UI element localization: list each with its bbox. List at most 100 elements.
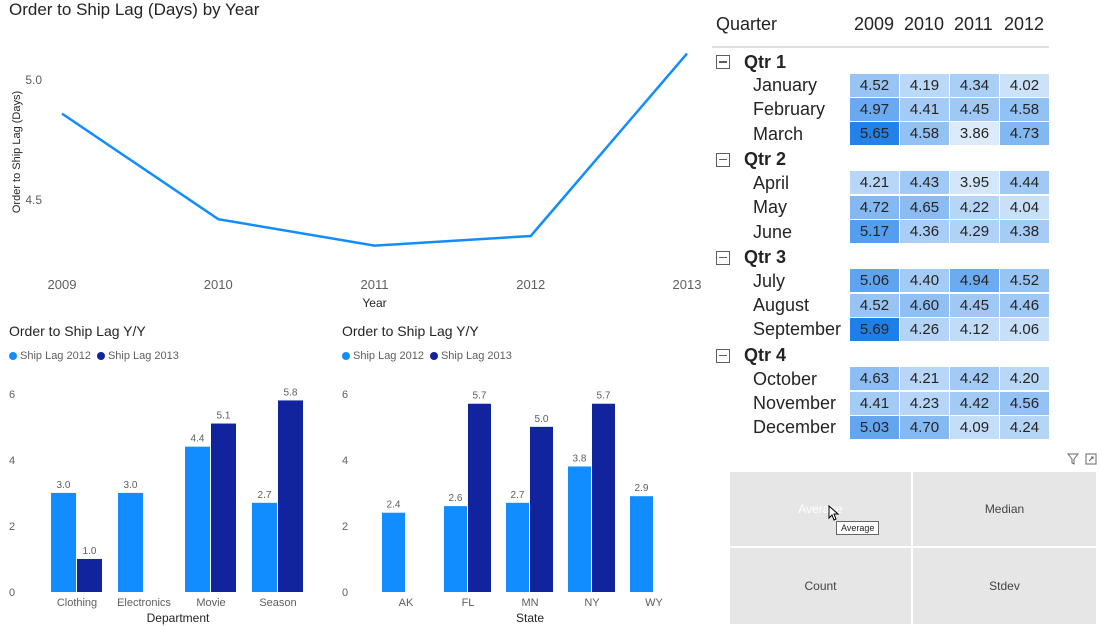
matrix-cell[interactable]: 4.58 [1000,98,1049,121]
month-label: March [753,122,803,146]
collapse-icon[interactable] [716,251,730,265]
bar[interactable] [592,404,615,592]
matrix-cell[interactable]: 4.34 [950,74,999,97]
matrix-cell[interactable]: 4.23 [900,392,949,415]
matrix-cell[interactable]: 3.86 [950,122,999,145]
matrix-cell[interactable]: 4.29 [950,220,999,243]
matrix-cell[interactable]: 4.09 [950,416,999,439]
month-label: June [753,220,792,244]
bar[interactable] [468,404,491,592]
matrix-header-year: 2010 [904,14,944,35]
matrix-cell[interactable]: 5.69 [850,318,899,341]
matrix-cell[interactable]: 4.12 [950,318,999,341]
matrix-cell[interactable]: 4.46 [1000,294,1049,317]
bar[interactable] [568,466,591,592]
state-chart-title: Order to Ship Lag Y/Y [342,323,479,339]
bar[interactable] [278,400,303,592]
matrix-cell[interactable]: 4.70 [900,416,949,439]
matrix-cell[interactable]: 4.94 [950,269,999,292]
matrix-cell[interactable]: 4.21 [850,171,899,194]
matrix-cell[interactable]: 5.06 [850,269,899,292]
legend-item-2013[interactable]: Ship Lag 2013 [97,350,179,362]
matrix-cell[interactable]: 4.52 [850,294,899,317]
matrix-cell[interactable]: 4.63 [850,367,899,390]
matrix-cell[interactable]: 4.73 [1000,122,1049,145]
matrix-cell[interactable]: 4.42 [950,367,999,390]
collapse-icon[interactable] [716,349,730,363]
filter-icon[interactable] [1067,452,1079,464]
bar[interactable] [630,496,653,592]
matrix-cell[interactable]: 4.43 [900,171,949,194]
matrix-cell[interactable]: 4.72 [850,196,899,219]
matrix-cell[interactable]: 4.52 [1000,269,1049,292]
matrix-cell[interactable]: 4.56 [1000,392,1049,415]
matrix-cell[interactable]: 4.45 [950,294,999,317]
matrix-cell[interactable]: 4.21 [900,367,949,390]
button-tooltip: Average [836,521,879,535]
state-bar-chart[interactable]: 0 2 4 6 AK 2.4 FL 2.6 5.7 MN 2.7 5.0 NY 3.8 5.7 WY 2.9 St… [333,372,705,626]
data-point[interactable] [373,244,377,248]
matrix-cell[interactable]: 4.41 [850,392,899,415]
matrix-cell[interactable]: 4.44 [1000,171,1049,194]
quarter-row[interactable]: Qtr 2 [716,148,786,172]
matrix-cell[interactable]: 4.38 [1000,220,1049,243]
matrix-cell[interactable]: 5.17 [850,220,899,243]
bar[interactable] [118,493,143,592]
median-button[interactable]: Median [913,472,1096,546]
matrix-cell[interactable]: 4.02 [1000,74,1049,97]
bar[interactable] [252,503,277,592]
bar[interactable] [51,493,76,592]
series-line[interactable] [62,54,687,246]
data-point[interactable] [216,217,220,221]
matrix-cell[interactable]: 4.45 [950,98,999,121]
matrix-cell[interactable]: 4.52 [850,74,899,97]
matrix-cell[interactable]: 4.42 [950,392,999,415]
bar[interactable] [185,447,210,592]
data-point[interactable] [529,234,533,238]
quarter-row[interactable]: Qtr 3 [716,246,786,270]
collapse-icon[interactable] [716,55,730,69]
matrix-cell[interactable]: 4.22 [950,196,999,219]
data-point[interactable] [60,112,64,116]
matrix-cell[interactable]: 4.24 [1000,416,1049,439]
matrix-cell[interactable]: 4.60 [900,294,949,317]
matrix-cell[interactable]: 4.20 [1000,367,1049,390]
count-button[interactable]: Count [730,548,911,624]
legend-item-2012[interactable]: Ship Lag 2012 [9,350,91,362]
bar[interactable] [506,503,529,592]
matrix-cell[interactable]: 4.41 [900,98,949,121]
focus-mode-icon[interactable] [1085,452,1097,464]
matrix-cell[interactable]: 4.04 [1000,196,1049,219]
bar[interactable] [77,559,102,592]
matrix-cell[interactable]: 4.19 [900,74,949,97]
matrix-cell[interactable]: 4.26 [900,318,949,341]
matrix-cell[interactable]: 4.36 [900,220,949,243]
matrix-cell[interactable]: 4.06 [1000,318,1049,341]
quarter-row[interactable]: Qtr 1 [716,50,786,74]
dept-bar-chart[interactable]: 0 2 4 6 Clothing 3.0 1.0 Electronics 3.0 Movie 4.4… [0,372,335,626]
stdev-button[interactable]: Stdev [913,548,1096,624]
state-chart-legend: Ship Lag 2012 Ship Lag 2013 [342,350,518,362]
matrix-cell[interactable]: 5.65 [850,122,899,145]
legend-item-2013[interactable]: Ship Lag 2013 [430,350,512,362]
bar[interactable] [530,427,553,592]
matrix-cell[interactable]: 4.40 [900,269,949,292]
collapse-icon[interactable] [716,153,730,167]
month-label: May [753,195,787,219]
quarter-row[interactable]: Qtr 4 [716,344,786,368]
matrix-cell[interactable]: 4.97 [850,98,899,121]
bar[interactable] [444,506,467,592]
matrix-cell[interactable]: 3.95 [950,171,999,194]
matrix-cell[interactable]: 4.65 [900,196,949,219]
legend-item-2012[interactable]: Ship Lag 2012 [342,350,424,362]
x-tick-label: AK [399,597,414,609]
bar[interactable] [211,424,236,592]
bar[interactable] [382,513,405,592]
line-chart-title: Order to Ship Lag (Days) by Year [9,0,259,20]
average-button[interactable]: Average [730,472,911,546]
x-tick-label: NY [584,597,600,609]
matrix-cell[interactable]: 4.58 [900,122,949,145]
data-point[interactable] [685,52,689,56]
matrix-cell[interactable]: 5.03 [850,416,899,439]
